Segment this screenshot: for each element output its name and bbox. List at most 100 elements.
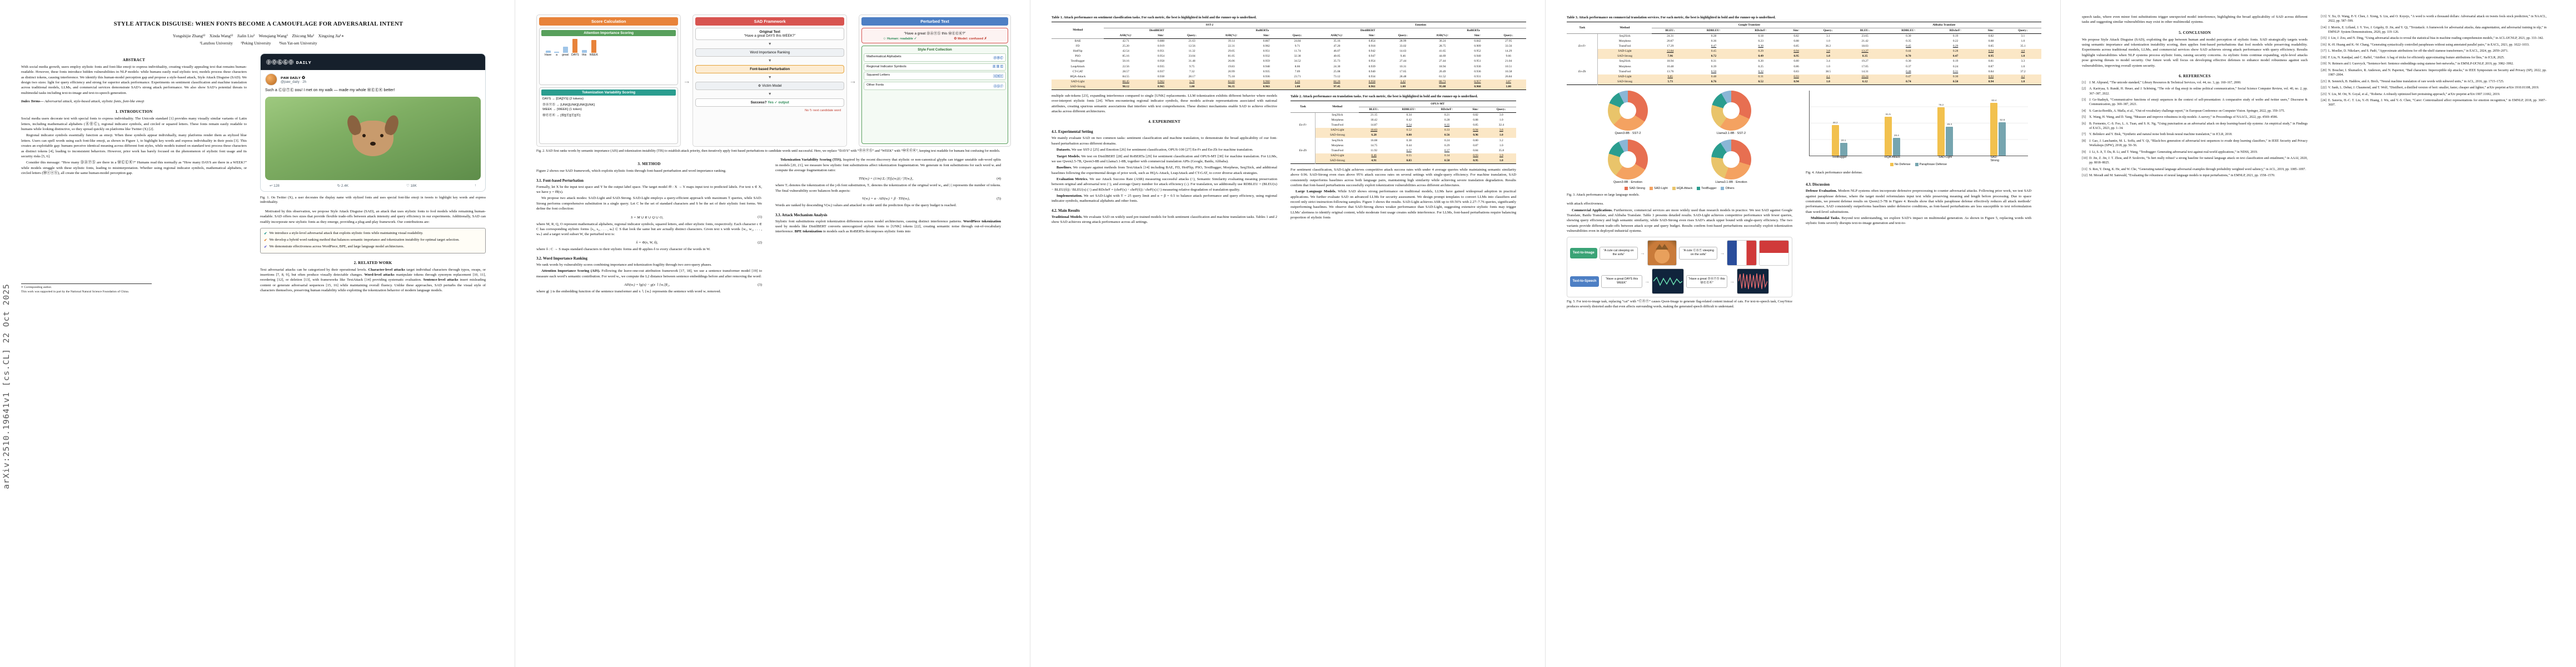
retry-loop-label: No ↻ next candidate word	[805, 109, 841, 112]
table-cell: 19.27	[1861, 59, 1869, 63]
table-1: Method SST-2 Emotion DistilBERT RoBERTa Disti…	[1052, 22, 1526, 91]
p1-column-left: ABSTRACT With social media growth, users…	[21, 53, 247, 294]
conclusion-heading: 5. CONCLUSION	[2179, 30, 2211, 35]
table-cell: 16.58	[1505, 69, 1512, 73]
contribution-item-2: ✔ We develop a hybrid word ranking method…	[264, 238, 460, 243]
table-cell: 0.44	[1406, 143, 1412, 147]
intro-paragraph-2: Regional indicator symbols essentially f…	[21, 133, 247, 158]
figure-4-bar-chart: 48.2 20.1 TextBugger 61.5 28.4 HQA-Attack 76.2…	[1806, 88, 2031, 167]
dog-photo[interactable]	[265, 97, 481, 181]
table-header-cell: Sim↑	[1263, 33, 1270, 37]
tis-example-row: DAYS → [DA][YS] (2 tokens)	[542, 97, 584, 101]
table-cell: 1.00	[1294, 85, 1301, 89]
table-cell: 1.0	[2021, 39, 2025, 43]
table-cell: 0.936	[1263, 74, 1270, 78]
avatar[interactable]	[265, 73, 277, 86]
table-cell: Morpheus	[1331, 143, 1344, 147]
table-cell: 9.66	[1506, 54, 1511, 58]
table-cell: 0.81	[1988, 59, 1994, 63]
reference-item: [14] J. Morris, E. Lifland, J. Y. Yoo, J.…	[2321, 26, 2547, 34]
table-cell: 0.56	[1444, 133, 1450, 137]
page-3: Table 1. Attack performance on sentiment…	[1030, 0, 1546, 667]
table-cell: 0.34	[1406, 113, 1412, 117]
figure-4-caption: Fig. 4. Attack performance under defense…	[1806, 171, 1863, 175]
reply-button[interactable]: ↩ 128	[270, 184, 280, 188]
table-cell: 0.34	[1444, 153, 1450, 157]
references-heading: 6. REFERENCES	[2179, 73, 2211, 78]
table-row: Morpheus 18.42 0.42 0.28 0.88 1.0	[1291, 118, 1516, 123]
table-cell: 0.85	[1793, 44, 1799, 48]
text-to-image-tag: Text-to-Image	[1570, 247, 1597, 259]
table-cell: 11.92	[1371, 148, 1378, 152]
conclusion-text: We propose Style Attack Disguise (SAD), …	[2082, 37, 2308, 68]
bar-group: 61.5 28.4 HQA-Attack	[1884, 112, 1900, 159]
table-cell: 0.19	[1952, 59, 1959, 63]
check-icon: ✔	[264, 245, 267, 250]
table-cell: 0.82	[1988, 34, 1994, 38]
table-cell: 13.27	[1861, 49, 1869, 53]
table-cell: 32.4	[1498, 123, 1504, 127]
table-cell: 6.12	[1862, 79, 1868, 83]
table-cell: 0.95	[1988, 54, 1994, 58]
share-button[interactable]: ↑	[475, 183, 476, 188]
table-header-cell: Query↓	[1496, 107, 1506, 111]
table-cell: 0.942	[1368, 49, 1376, 53]
equation-1: S = M ∪ R ∪ Q ∪ O, (1)	[631, 215, 762, 220]
reference-item: [4] S. Garcia-Bordils, A. Mafla, et al., …	[2082, 109, 2285, 113]
title-block: STYLE ATTACK DISGUISE: WHEN FONTS BECOME…	[21, 20, 496, 46]
table-cell: 3.87	[1506, 79, 1511, 83]
table-cell: 1.0	[1826, 39, 1830, 43]
human-readable-label: ☺ Human: readable ✓	[883, 37, 917, 41]
reference-item: [21] R. Sennrich, B. Haddow, and A. Birch…	[2321, 79, 2504, 83]
table-row: CT-GAT 28.57 0.937 7.32 20.99 0.935 7.09 25.08 0…	[1052, 69, 1526, 74]
data-table: Task Method Google Translate Alibaba Transl…	[1567, 22, 2041, 85]
table-cell: 0.50	[1952, 79, 1959, 83]
reference-item: [11] S. Ren, Y. Deng, K. He, and W. Che, …	[2082, 167, 2306, 171]
table-cell: 26.84	[1505, 74, 1512, 78]
check-icon: ✔	[264, 231, 267, 236]
table-cell: 38.5	[1825, 69, 1831, 73]
table-cell: 47.20	[1333, 44, 1341, 48]
reply-icon: ↩	[270, 184, 274, 188]
table-cell: 0.939	[1368, 64, 1376, 68]
table-cell: 0.937	[1157, 69, 1165, 73]
reference-item: [8] J. Gao, J. Lanchantin, M. L. Soffa, a…	[2082, 140, 2308, 148]
table-cell: En-Zh	[1291, 138, 1316, 164]
table-cell: 12.84	[1667, 49, 1674, 53]
table-cell: 30.24	[1439, 39, 1446, 43]
table-cell: 33.04	[1188, 54, 1195, 58]
method-paragraph: where g(·) is the embedding function of …	[536, 290, 721, 294]
related-work-heading: 2. RELATED WORK	[353, 260, 392, 265]
display-name[interactable]: ᴘᴀᴡ ᴅᴀɪʟʏ ✿	[281, 74, 306, 80]
tweet-text: Such a ⒸⓊⓉⒺ ᴅᴏɢ! I met on my walk — made…	[265, 88, 395, 92]
table-cell: 88.45	[1122, 79, 1129, 83]
like-button[interactable]: ♡ 18K	[406, 184, 417, 188]
table-cell: SAD-Light	[1331, 128, 1344, 132]
table-cell: 0.85	[1988, 44, 1994, 48]
arxiv-stamp: arXiv:2510.19641v1 [cs.CL] 22 Oct 2025	[2, 283, 11, 489]
distorted-waveform	[1737, 268, 1769, 295]
perturbed-speech-prompt: “Have a great ⒹⒶⓎⓈ this ⓌⒺⒺⓀ”	[1686, 275, 1727, 288]
check-icon: ✔	[264, 238, 267, 243]
table-header-cell: BLEU↓	[1860, 28, 1870, 32]
table-cell: 8.35	[1862, 54, 1868, 58]
commercial-paragraph: Commercial Applications. Furthermore, co…	[1567, 208, 1793, 233]
table-header-cell: Method	[1052, 22, 1104, 39]
table-cell: 7.09	[1294, 69, 1301, 73]
table-cell: 19.83	[1228, 64, 1235, 68]
section-3-1-heading: 3.1. Font-based Perturbation	[536, 178, 584, 183]
table-cell: 0.70	[1906, 54, 1911, 58]
table-cell: 28.17	[1188, 74, 1195, 78]
retweet-button[interactable]: ↻ 2.4K	[337, 184, 349, 188]
table-cell: 0.940	[1368, 69, 1376, 73]
table-cell: 3.9	[1499, 153, 1503, 157]
p4-column-right: 48.2 20.1 TextBugger 61.5 28.4 HQA-Attack 76.2…	[1806, 88, 2031, 313]
text-to-speech-tag: Text-to-Speech	[1570, 276, 1599, 287]
flow-arrow-icon: →	[683, 76, 691, 85]
table-cell: 23.65	[1861, 34, 1869, 38]
table-cell: 44.69	[1439, 54, 1446, 58]
table-cell: 22.31	[1228, 44, 1235, 48]
p5-column-left: speech tasks, where even minor font subs…	[2082, 14, 2308, 180]
down-arrow-icon: ▼	[768, 76, 772, 79]
table-cell: 0.935	[1157, 64, 1165, 68]
